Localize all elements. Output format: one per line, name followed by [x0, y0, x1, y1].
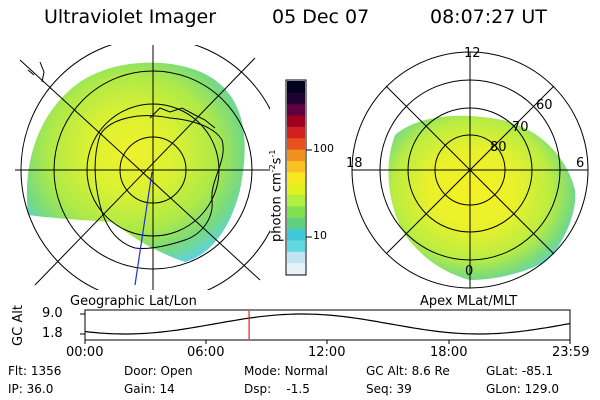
coastline: [94, 115, 224, 249]
colorbar-segment: [287, 194, 305, 207]
meta-seq: Seq: 39: [366, 382, 412, 396]
instrument-title: Ultraviolet Imager: [44, 6, 217, 28]
colorbar-tick-100: 100: [313, 142, 334, 155]
altitude-plot: [80, 309, 571, 344]
coastline-islands: [27, 61, 45, 83]
altitude-ylabel: GC Alt: [10, 305, 26, 346]
mlat-label-80: 80: [490, 140, 507, 155]
time-tick-1200: 12:00: [308, 345, 346, 360]
colorbar-segment: [287, 251, 305, 264]
meta-glon: GLon: 129.0: [486, 382, 559, 396]
altitude-ytick-high: 9.0: [42, 306, 63, 321]
meta-flt: Flt: 1356: [8, 364, 62, 378]
altitude-ytick-low: 1.8: [42, 326, 63, 341]
colorbar-segment: [287, 137, 305, 150]
auroral-emission-right: [388, 115, 576, 280]
apex-caption: Apex MLat/MLT: [420, 294, 518, 309]
mlat-label-70: 70: [512, 120, 529, 135]
meta-gcalt: GC Alt: 8.6 Re: [366, 364, 450, 378]
colorbar-segment: [287, 115, 305, 127]
mlt-label-12: 12: [464, 46, 481, 61]
meta-glat: GLat: -85.1: [486, 364, 553, 378]
auroral-emission-left: [26, 62, 245, 262]
mlt-label-18: 18: [346, 156, 363, 171]
colorbar-segment: [287, 171, 305, 184]
colorbar-segment: [287, 160, 305, 173]
colorbar-segment: [287, 205, 305, 218]
ground-track: [134, 171, 153, 286]
colorbar-segment: [287, 126, 305, 139]
mlt-label-0: 0: [465, 264, 474, 279]
color-bar: [287, 81, 305, 275]
colorbar-segment: [287, 149, 305, 161]
colorbar-tick-10: 10: [313, 229, 327, 242]
image-time: 08:07:27 UT: [430, 6, 547, 28]
time-tick-1800: 18:00: [430, 345, 468, 360]
colorbar-segment: [287, 228, 305, 241]
meta-mode: Mode: Normal: [244, 364, 328, 378]
geographic-map: [15, 45, 270, 290]
coastline-detail: [149, 107, 216, 129]
apex-map: [351, 51, 589, 289]
time-tick-2359: 23:59: [552, 345, 590, 360]
image-date: 05 Dec 07: [272, 6, 370, 28]
meta-gain: Gain: 14: [124, 382, 175, 396]
meta-door: Door: Open: [124, 364, 193, 378]
colorbar-segment: [287, 239, 305, 252]
time-tick-0000: 00:00: [66, 345, 104, 360]
colorbar-unit: photon cm-2s-1: [268, 149, 285, 242]
altitude-curve: [84, 313, 571, 335]
geographic-caption: Geographic Lat/Lon: [70, 294, 197, 309]
colorbar-segment: [287, 81, 305, 93]
colorbar-segment: [287, 92, 305, 105]
colorbar-segment: [287, 103, 305, 116]
time-tick-0600: 06:00: [187, 345, 225, 360]
mlt-label-6: 6: [576, 156, 585, 171]
colorbar-segment: [287, 262, 305, 275]
colorbar-segment: [287, 183, 305, 196]
mlat-label-60: 60: [536, 98, 553, 113]
colorbar-segment: [287, 217, 305, 230]
meta-dsp: Dsp: -1.5: [244, 382, 310, 396]
meta-ip: IP: 36.0: [8, 382, 54, 396]
